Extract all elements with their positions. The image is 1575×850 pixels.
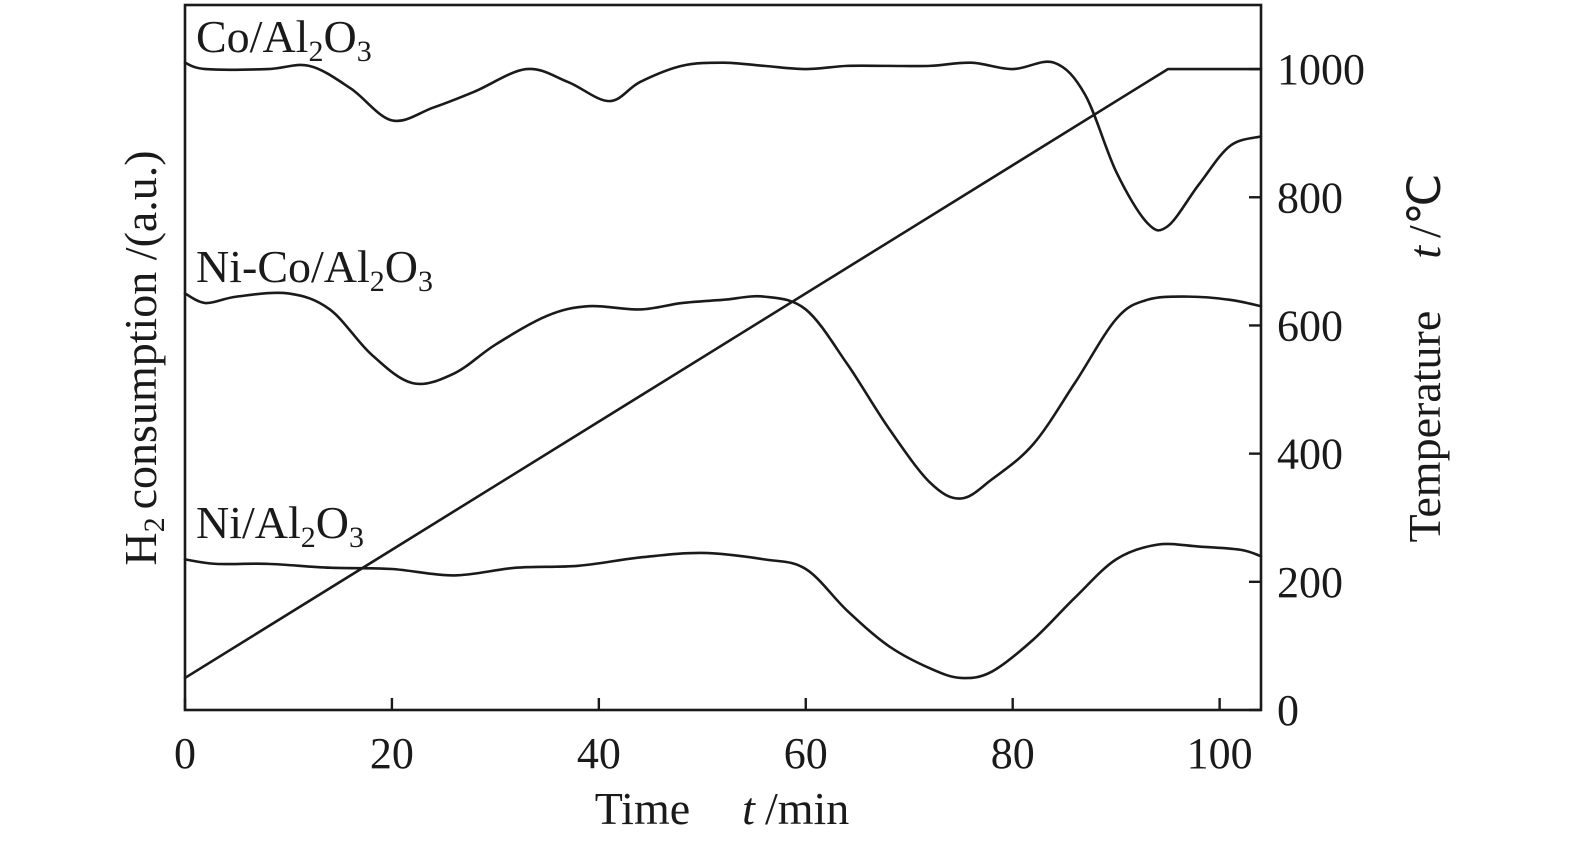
x-tick-label: 20 [370, 729, 414, 778]
right-axis-title: Temperaturet/℃ [1399, 174, 1450, 543]
x-tick-label: 40 [577, 729, 621, 778]
plot-frame [183, 3, 1263, 712]
x-axis-ticks: 0 20 40 60 80 100 [174, 698, 1253, 778]
series-label-ni-al2o3: Ni/Al2O3 [196, 497, 364, 554]
y-right-tick-label: 1000 [1277, 45, 1365, 94]
x-tick-label: 80 [991, 729, 1035, 778]
series-label-co-al2o3: Co/Al2O3 [196, 11, 372, 68]
right-axis-ticks: 0 200 400 600 800 1000 [1249, 45, 1365, 735]
y-right-tick-label: 800 [1277, 173, 1343, 222]
series-line-temperature [183, 67, 1263, 680]
series-line-co-al2o3 [183, 60, 1263, 232]
left-axis-title: H2consumption /(a.u.) [115, 150, 171, 565]
y-right-tick-label: 200 [1277, 558, 1343, 607]
y-right-tick-label: 600 [1277, 301, 1343, 350]
series-labels: Co/Al2O3 Ni-Co/Al2O3 Ni/Al2O3 [196, 11, 433, 554]
y-right-tick-label: 400 [1277, 430, 1343, 479]
series-line-ni-co-al2o3 [183, 291, 1263, 500]
y-right-tick-label: 0 [1277, 686, 1299, 735]
x-tick-label: 60 [784, 729, 828, 778]
x-tick-label: 0 [174, 729, 196, 778]
x-tick-label: 100 [1187, 729, 1253, 778]
x-axis-title: Time t/min [595, 783, 850, 834]
series-label-ni-co-al2o3: Ni-Co/Al2O3 [196, 241, 433, 298]
series-line-ni-al2o3 [183, 542, 1263, 680]
curves [183, 60, 1263, 680]
